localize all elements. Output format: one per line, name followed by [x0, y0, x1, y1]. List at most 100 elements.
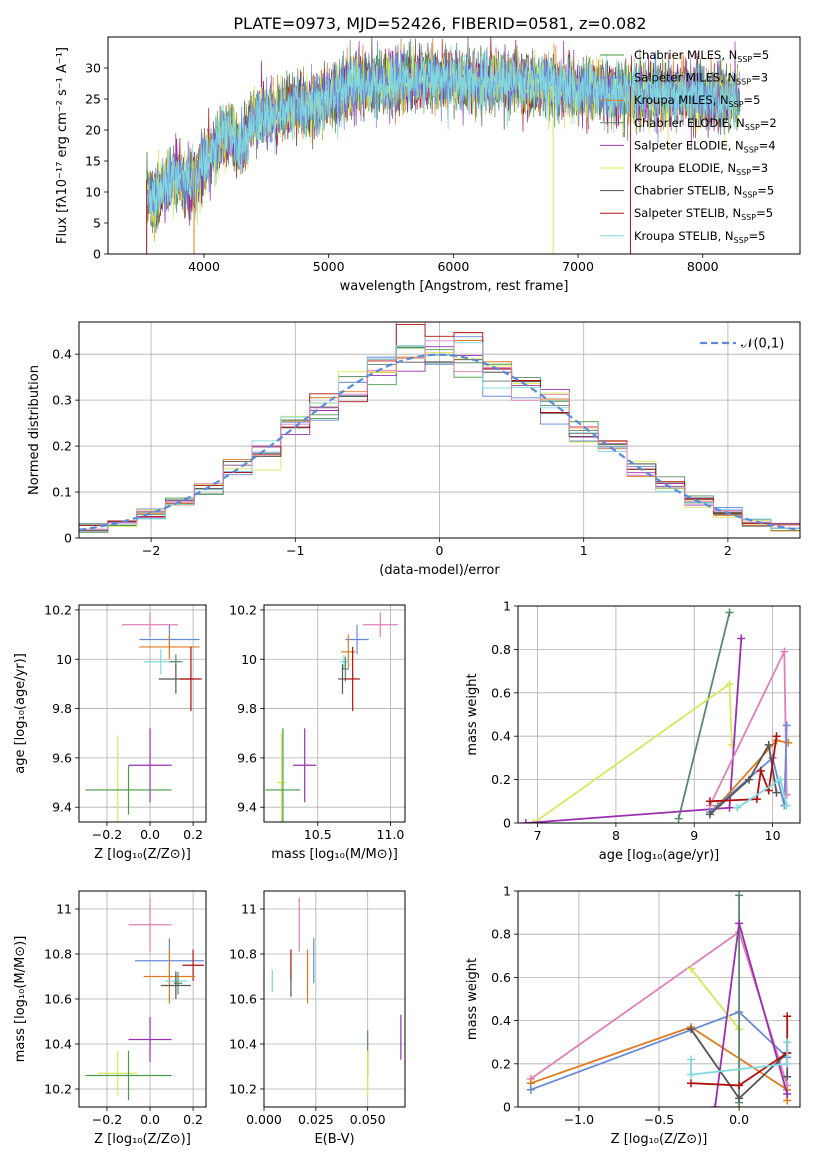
weight_vs_age-marker [737, 634, 746, 643]
weight_vs_Z-marker [783, 1090, 792, 1099]
weight_vs_Z-series [687, 1038, 792, 1079]
weight_vs_age-ytick-label: 0.2 [491, 772, 511, 787]
residuals-xtick-label: −1 [286, 543, 304, 558]
weight_vs_Z-overlay: −1.0 −0.5 0.0 0 0.2 0.4 0.6 0.8 1 Z [log₁₀(Z/Z⊙)]… [465, 884, 801, 1147]
age_vs_Z-xtick-label: 0.0 [140, 827, 160, 842]
spectrum-xtick-label: 8000 [687, 259, 719, 274]
weight_vs_age-xlabel: age [log₁₀(age/yr)] [599, 848, 720, 863]
residual-histogram [79, 340, 800, 530]
mass_vs_Z-ylabel: mass [log₁₀(M/M⊙)] [13, 936, 28, 1063]
weight_vs_Z-axes: −1.0 −0.5 0.0 0 0.2 0.4 0.6 0.8 1 Z [log₁₀(Z/Z⊙)]… [465, 884, 801, 1147]
weight_vs_age-marker [521, 819, 530, 823]
legend-label: 𝒩(0,1) [741, 337, 784, 352]
spectrum-xtick-label: 6000 [437, 259, 469, 274]
mass_vs_Z-ytick-label: 10.8 [44, 947, 72, 962]
mass_vs_Z-axes: −0.2 0.0 0.2 10.2 10.4 10.6 10.8 11 Z [log₁₀(Z/Z… [13, 890, 207, 1147]
residuals-ytick-label: 0.1 [52, 485, 72, 500]
age_vs_mass-overlay: 10.5 11.0 9.4 9.6 9.8 10 10.2 mass [log₁₀(M/M⊙)… [229, 602, 406, 862]
weight_vs_Z-series-line [690, 1042, 789, 1076]
weight_vs_age-xtick-label: 7 [534, 828, 542, 843]
age_vs_mass-point [345, 646, 360, 712]
weight_vs_age-plot-area [521, 608, 793, 823]
age_vs_mass-ytick-label: 10 [241, 652, 257, 667]
weight_vs_age-marker [745, 775, 754, 784]
weight_vs_Z-series [711, 919, 792, 1107]
normal-curve [79, 353, 800, 531]
mass_vs_Z-point [160, 972, 191, 999]
weight_vs_age-marker [776, 775, 785, 784]
legend-label: Salpeter ELODIE, NSSP=4 [634, 138, 776, 154]
weight_vs_Z-ytick-label: 0.2 [491, 1056, 511, 1071]
age_vs_Z-axes: −0.2 0.0 0.2 9.4 9.6 9.8 10 10.2 Z [log₁₀(Z/Z⊙)]… [13, 602, 207, 862]
mass_vs_ebv-ytick-label: 11 [241, 902, 257, 917]
weight_vs_age-marker [772, 788, 781, 797]
residuals-ytick-label: 0 [64, 531, 72, 546]
age_vs_Z-point [139, 634, 200, 660]
residual-histogram [79, 323, 800, 526]
mass_vs_Z-ytick-label: 10.4 [44, 1037, 72, 1052]
spectrum-axes: 4000 5000 6000 7000 8000 0 5 10 15 20 25 30 waveleng… [55, 36, 801, 294]
legend-label: Kroupa STELIB, NSSP=5 [634, 229, 765, 245]
weight_vs_Z-marker [687, 1025, 696, 1034]
weight_vs_age-overlay: 7 8 9 10 0 0.2 0.4 0.6 0.8 1 age [log₁₀(age/yr)] ma… [465, 599, 801, 863]
residuals-axes: −2 −1 0 1 2 0 0.1 0.2 0.3 0.4 (data-model)/error No… [27, 321, 801, 578]
age_vs_Z-xtick-label: 0.2 [183, 827, 203, 842]
age_vs_mass-axes: 10.5 11.0 9.4 9.6 9.8 10 10.2 mass [log₁₀(M/M⊙)… [229, 602, 406, 862]
weight_vs_Z-marker [783, 1059, 792, 1068]
age_vs_Z-xlabel: Z [log₁₀(Z/Z⊙)] [94, 847, 191, 862]
weight_vs_age-xtick-label: 9 [690, 828, 698, 843]
mass_vs_Z-grid [79, 891, 206, 1107]
age_vs_Z-ytick-label: 9.6 [52, 750, 72, 765]
age_vs_mass-ytick-label: 10.2 [229, 602, 257, 617]
mass_vs_ebv-axes: 0.000 0.025 0.050 10.2 10.4 10.6 10.8 11 E(B-V) [229, 890, 406, 1147]
weight_vs_age-marker [725, 680, 734, 689]
residuals-xtick-label: 0 [436, 543, 444, 558]
weight_vs_age-marker [772, 732, 781, 741]
age_vs_mass-point [277, 733, 286, 822]
spectrum-ytick-label: 0 [93, 247, 101, 262]
mass_vs_Z-point [173, 972, 183, 995]
weight_vs_Z-series-line [690, 1016, 789, 1087]
mass_vs_Z-point [182, 949, 204, 981]
weight_vs_age-marker [752, 795, 761, 804]
weight_vs_age-marker [705, 797, 714, 806]
weight_vs_Z-ytick-label: 1 [503, 884, 511, 899]
age_vs_mass-point [265, 728, 301, 822]
mass_vs_Z-point [85, 1050, 172, 1101]
residuals-ylabel: Normed distribution [27, 365, 42, 495]
weight_vs_Z-marker [735, 919, 744, 928]
spectrum-ytick-label: 30 [85, 61, 101, 76]
mass_vs_Z-ytick-label: 10.6 [44, 992, 72, 1007]
spectrum-series-line [146, 42, 738, 220]
spectrum-xtick-label: 7000 [562, 259, 594, 274]
weight_vs_Z-ytick-label: 0 [503, 1100, 511, 1115]
age_vs_mass-xtick-label: 11.0 [377, 827, 405, 842]
spectrum-ytick-label: 25 [85, 92, 101, 107]
weight_vs_Z-xtick-label: −0.5 [644, 1112, 674, 1127]
mass_vs_Z-overlay: −0.2 0.0 0.2 10.2 10.4 10.6 10.8 11 Z [log₁₀(Z/Z… [13, 890, 207, 1147]
legend-label: Chabrier ELODIE, NSSP=2 [634, 116, 777, 132]
weight_vs_Z-xtick-label: 0.0 [729, 1112, 749, 1127]
weight_vs_Z-marker [735, 1081, 744, 1090]
weight_vs_Z-marker [783, 1038, 792, 1047]
age_vs_Z-ytick-label: 10 [56, 652, 72, 667]
mass_vs_Z-xtick-label: 0.2 [183, 1112, 203, 1127]
weight_vs_age-series [521, 634, 746, 823]
weight_vs_Z-plot-area [526, 891, 792, 1107]
age_vs_mass-point [362, 612, 398, 638]
age_vs_Z-ytick-label: 10.2 [44, 602, 72, 617]
weight_vs_Z-xtick-label: −1.0 [564, 1112, 594, 1127]
legend-label: Chabrier STELIB, NSSP=5 [634, 184, 774, 200]
spectrum-ytick-label: 20 [85, 123, 101, 138]
weight_vs_age-marker [725, 803, 734, 812]
age_vs_mass-plot-area [265, 612, 398, 822]
residuals-xtick-label: 1 [580, 543, 588, 558]
weight_vs_Z-ytick-label: 0.4 [491, 1013, 511, 1028]
weight_vs_Z-ylabel: mass weight [465, 958, 480, 1040]
residuals-ytick-label: 0.3 [52, 393, 72, 408]
weight_vs_age-ytick-label: 0 [503, 816, 511, 831]
legend-label: Kroupa ELODIE, NSSP=3 [634, 161, 768, 177]
weight_vs_Z-marker [735, 1094, 744, 1103]
age_vs_Z-grid [79, 605, 206, 822]
